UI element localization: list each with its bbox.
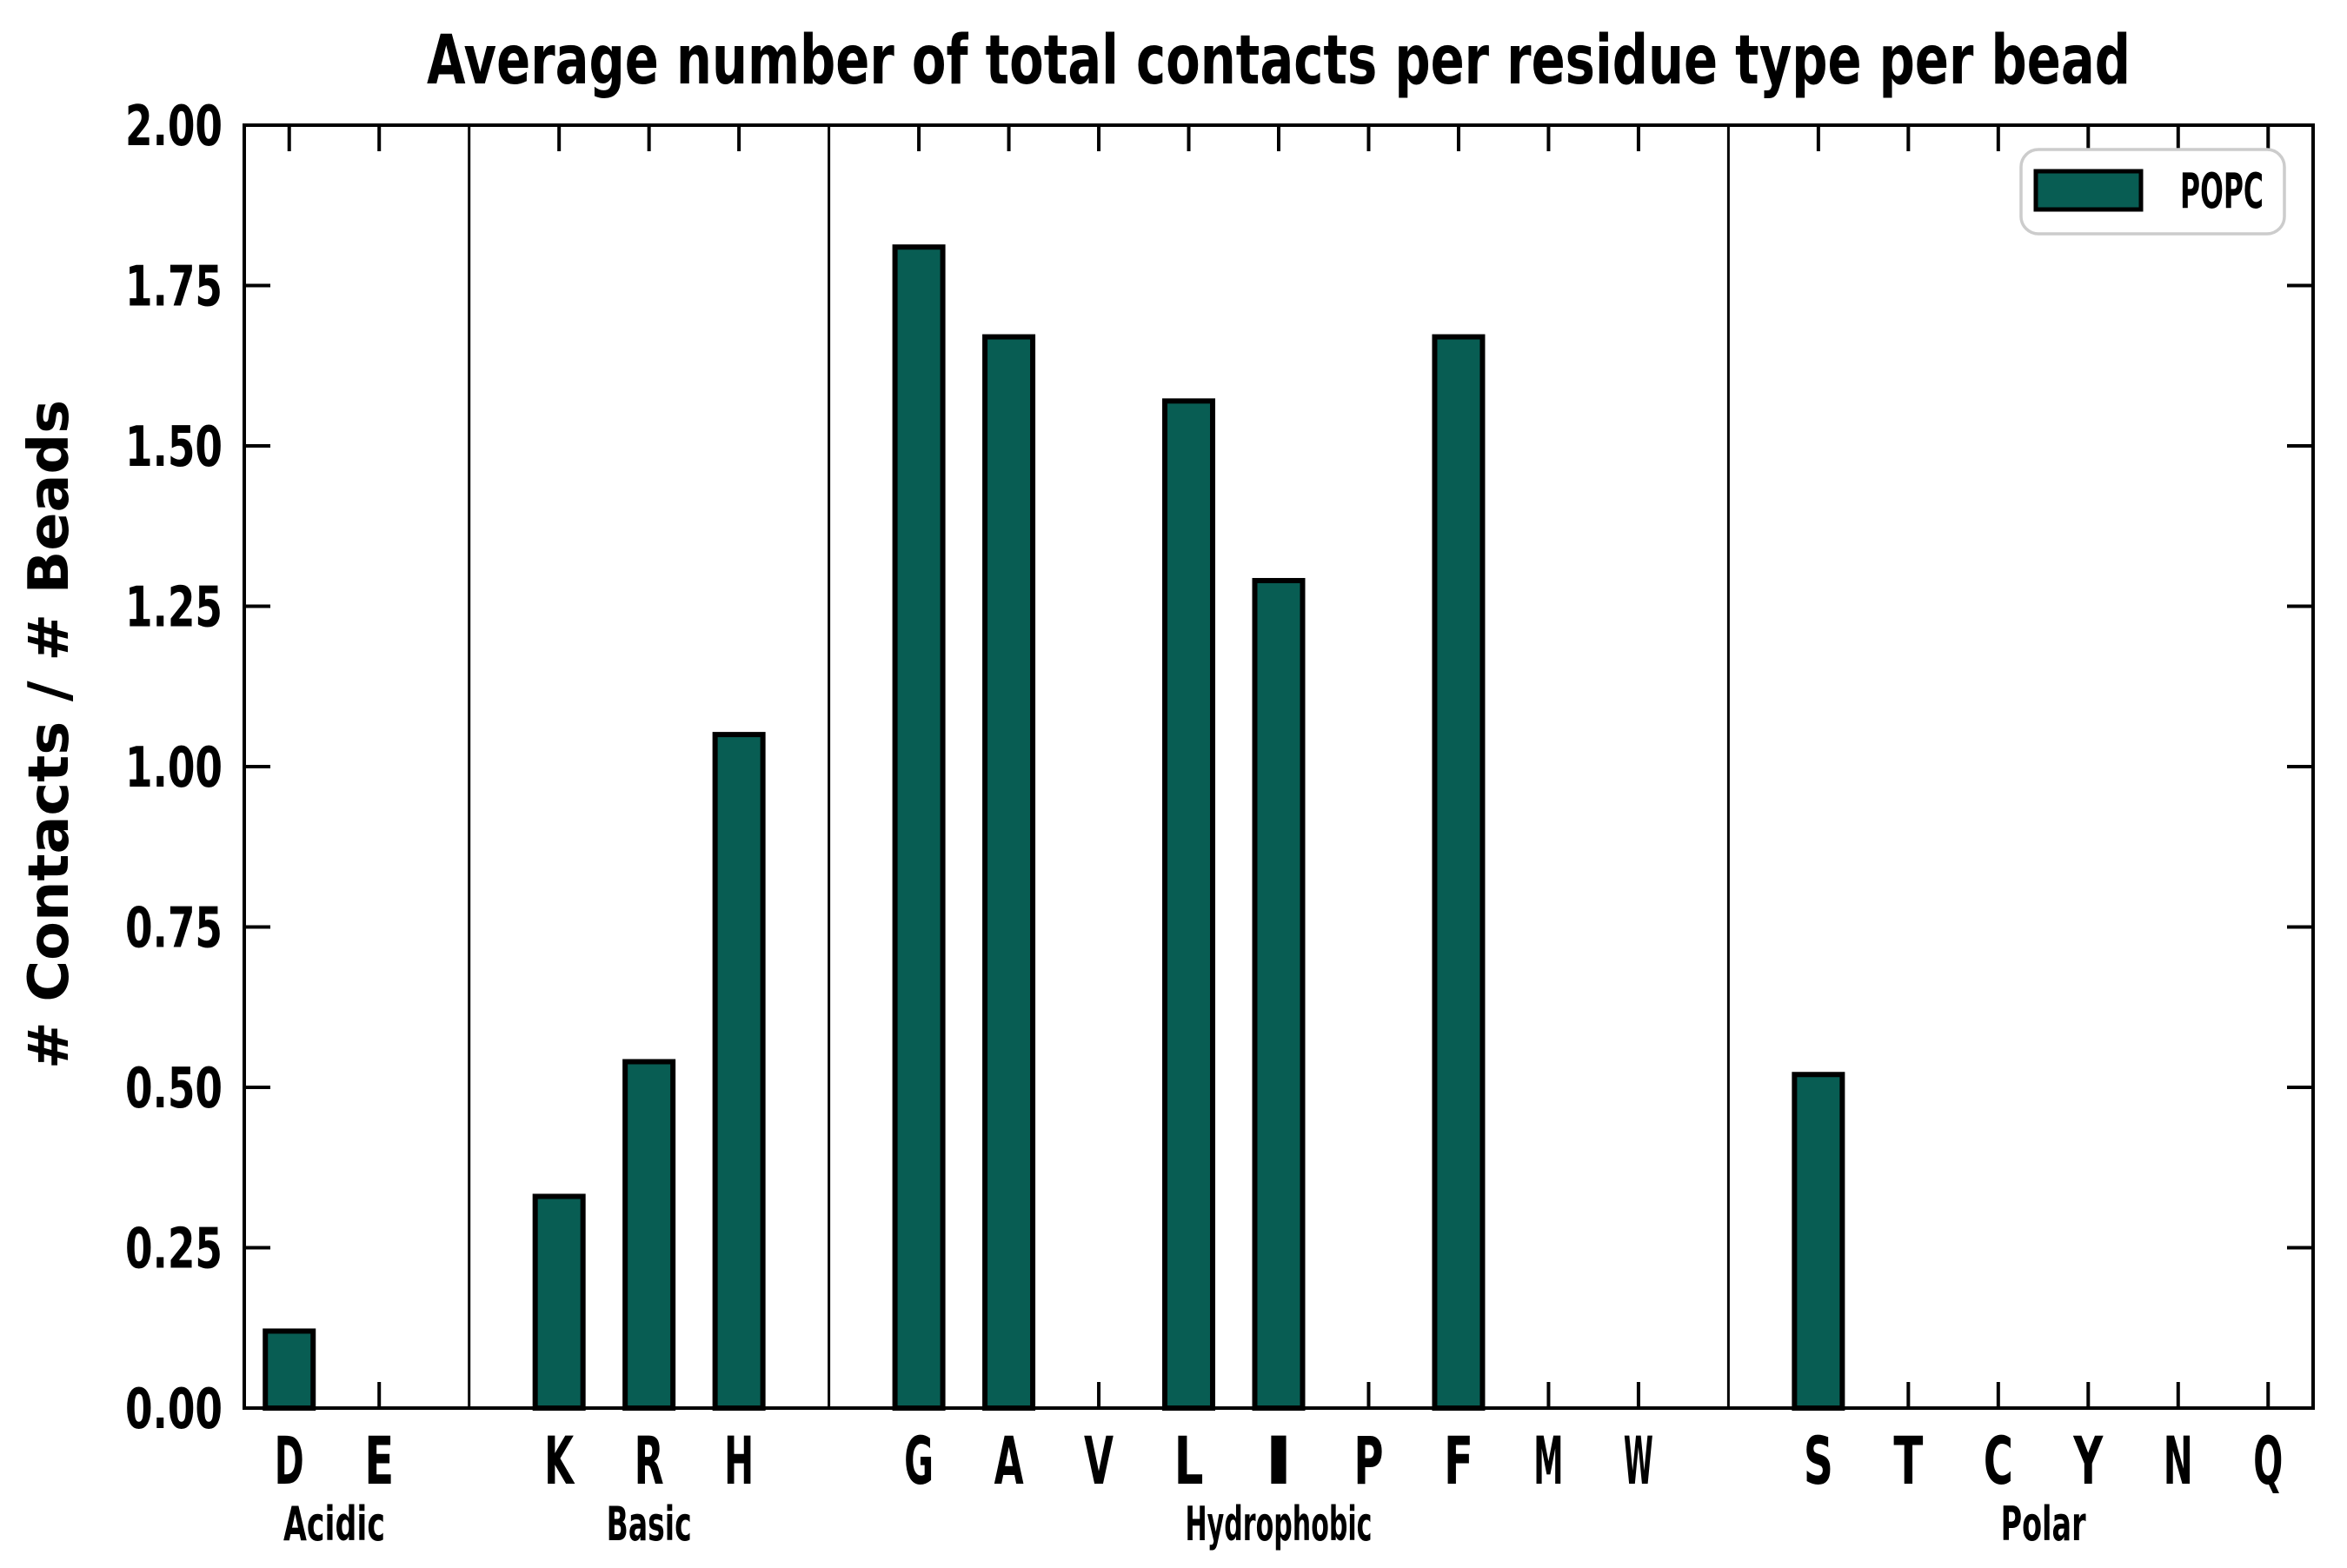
plot-area: 0.00 0.25 0.50 0.75 1.00 1.25 1.50 1.75 2.00 D EAc… <box>125 95 2315 1551</box>
group-label-basic: Basic <box>607 1497 692 1551</box>
x-tick-label-G: G <box>904 1422 934 1499</box>
x-tick-label-D: D <box>275 1422 304 1499</box>
x-tick-label-E: E <box>364 1422 394 1499</box>
x-tick-label-P: P <box>1353 1422 1383 1499</box>
y-tick-label: 0.00 <box>125 1378 223 1442</box>
bar-L <box>1162 398 1216 1412</box>
x-tick-label-A: A <box>994 1422 1024 1499</box>
group-label-hydrophobic: Hydrophobic <box>1186 1497 1373 1551</box>
x-tick-label-Q: Q <box>2253 1422 2283 1499</box>
legend: POPC <box>2019 148 2286 236</box>
group-label-acidic: Acidic <box>283 1497 385 1551</box>
group-label-polar: Polar <box>2001 1497 2086 1551</box>
y-tick-label: 1.00 <box>125 736 223 801</box>
y-tick-label: 0.50 <box>125 1057 223 1121</box>
x-tick-label-S: S <box>1804 1422 1833 1499</box>
x-tick-label-L: L <box>1174 1422 1204 1499</box>
y-tick-label: 1.75 <box>125 256 223 320</box>
y-tick-label: 1.25 <box>125 576 223 641</box>
y-tick-label: 0.75 <box>125 897 223 961</box>
x-tick-label-T: T <box>1893 1422 1923 1499</box>
x-tick-label-M: M <box>1533 1422 1563 1499</box>
x-tick-label-R: R <box>635 1422 664 1499</box>
x-tick-label-C: C <box>1984 1422 2013 1499</box>
y-axis-label: # Contacts / # Beads <box>17 400 82 1069</box>
chart-title: Average number of total contacts per res… <box>427 22 2131 100</box>
bar-S <box>1792 1072 1845 1411</box>
bar-I <box>1252 577 1306 1411</box>
y-tick-label: 2.00 <box>125 95 223 159</box>
bar-A <box>982 334 1036 1411</box>
x-tick-label-K: K <box>544 1422 575 1499</box>
x-tick-label-V: V <box>1084 1422 1114 1499</box>
bar-F <box>1432 334 1486 1411</box>
bar-H <box>712 732 766 1411</box>
x-tick-label-I: I <box>1264 1422 1293 1499</box>
bar-K <box>532 1193 586 1411</box>
x-tick-label-N: N <box>2164 1422 2193 1499</box>
y-tick-label: 1.50 <box>125 415 223 480</box>
x-tick-label-F: F <box>1444 1422 1473 1499</box>
y-tick-label: 0.25 <box>125 1218 223 1282</box>
bar-D <box>263 1328 316 1411</box>
bar-R <box>622 1059 676 1411</box>
x-tick-label-Y: Y <box>2073 1422 2104 1499</box>
legend-color-swatch <box>2033 169 2144 212</box>
bar-G <box>892 244 946 1412</box>
x-tick-label-H: H <box>724 1422 754 1499</box>
legend-label: POPC <box>2180 163 2264 220</box>
x-tick-label-W: W <box>1624 1422 1653 1499</box>
